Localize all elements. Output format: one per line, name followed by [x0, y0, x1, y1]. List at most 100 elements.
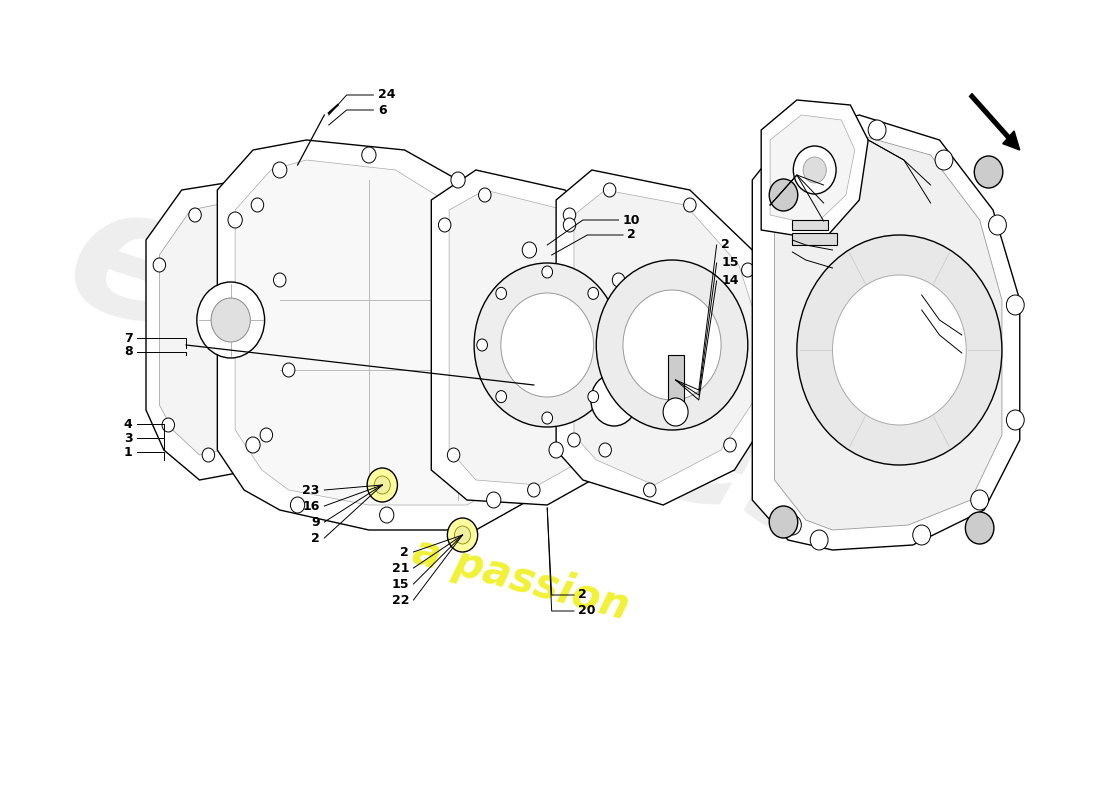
Circle shape: [783, 515, 801, 535]
Circle shape: [211, 298, 251, 342]
Bar: [668, 355, 683, 405]
Circle shape: [591, 374, 637, 426]
FancyArrow shape: [969, 94, 1020, 150]
Circle shape: [989, 215, 1006, 235]
Circle shape: [811, 530, 828, 550]
Circle shape: [558, 312, 572, 328]
Circle shape: [623, 290, 722, 400]
Circle shape: [189, 208, 201, 222]
Circle shape: [542, 412, 552, 424]
Circle shape: [769, 179, 798, 211]
Circle shape: [628, 353, 641, 367]
Circle shape: [1006, 295, 1024, 315]
Circle shape: [374, 476, 390, 494]
Text: 23: 23: [302, 483, 320, 497]
Text: europeS: europeS: [46, 166, 905, 594]
Text: 16: 16: [302, 499, 320, 513]
Circle shape: [273, 162, 287, 178]
Polygon shape: [574, 190, 761, 485]
Circle shape: [448, 448, 460, 462]
Circle shape: [454, 526, 471, 544]
Circle shape: [367, 468, 397, 502]
Circle shape: [796, 235, 1002, 465]
Circle shape: [913, 525, 931, 545]
Circle shape: [476, 339, 487, 351]
Circle shape: [290, 497, 305, 513]
Text: 18: 18: [966, 329, 983, 342]
Circle shape: [759, 343, 772, 357]
Text: 8: 8: [124, 346, 133, 358]
Circle shape: [644, 483, 656, 497]
Text: a passion: a passion: [408, 531, 634, 629]
Text: 2: 2: [579, 589, 587, 602]
Circle shape: [587, 287, 598, 299]
Polygon shape: [431, 170, 646, 505]
Text: 2: 2: [400, 546, 409, 558]
Circle shape: [587, 390, 598, 402]
Polygon shape: [235, 160, 574, 505]
Bar: [792, 233, 837, 245]
Text: 2: 2: [627, 229, 636, 242]
Circle shape: [197, 282, 265, 358]
Circle shape: [568, 433, 580, 447]
Circle shape: [153, 258, 166, 272]
Circle shape: [724, 438, 736, 452]
Circle shape: [935, 150, 953, 170]
Circle shape: [251, 198, 264, 212]
Circle shape: [868, 120, 886, 140]
Polygon shape: [218, 140, 592, 530]
Circle shape: [202, 448, 215, 462]
Text: 5: 5: [935, 178, 944, 191]
Circle shape: [542, 266, 552, 278]
Circle shape: [496, 287, 506, 299]
Circle shape: [833, 275, 966, 425]
Text: 19: 19: [966, 346, 983, 359]
Circle shape: [448, 518, 477, 552]
Circle shape: [528, 483, 540, 497]
Text: 17: 17: [935, 197, 953, 210]
Circle shape: [1006, 410, 1024, 430]
Text: 15: 15: [837, 262, 855, 274]
Text: 15: 15: [392, 578, 409, 590]
Text: 9: 9: [311, 515, 320, 529]
Polygon shape: [761, 100, 868, 240]
Circle shape: [496, 390, 506, 402]
Text: 20: 20: [579, 605, 596, 618]
Text: 4: 4: [124, 418, 133, 430]
Text: 15: 15: [722, 257, 738, 270]
Circle shape: [766, 200, 783, 220]
Bar: [792, 220, 828, 230]
Circle shape: [966, 512, 994, 544]
Text: 21: 21: [392, 562, 409, 574]
Circle shape: [975, 156, 1003, 188]
Text: 12: 12: [828, 197, 846, 210]
Text: 1: 1: [124, 446, 133, 458]
Circle shape: [803, 157, 826, 183]
Circle shape: [563, 208, 575, 222]
Text: 2: 2: [311, 531, 320, 545]
Circle shape: [796, 135, 815, 155]
Circle shape: [162, 418, 175, 432]
Text: 14: 14: [837, 243, 855, 257]
Text: 24: 24: [377, 89, 395, 102]
Polygon shape: [160, 200, 288, 455]
Circle shape: [283, 363, 295, 377]
Polygon shape: [752, 115, 1020, 550]
Circle shape: [604, 183, 616, 197]
Polygon shape: [770, 115, 855, 225]
Circle shape: [613, 273, 625, 287]
Circle shape: [274, 273, 286, 287]
Circle shape: [362, 147, 376, 163]
Circle shape: [522, 242, 537, 258]
Circle shape: [663, 398, 689, 426]
Circle shape: [246, 437, 260, 453]
Polygon shape: [449, 190, 627, 485]
Circle shape: [500, 293, 594, 397]
Circle shape: [683, 198, 696, 212]
Circle shape: [970, 490, 989, 510]
Circle shape: [474, 263, 620, 427]
Circle shape: [451, 172, 465, 188]
Polygon shape: [146, 180, 307, 480]
Circle shape: [769, 506, 798, 538]
Polygon shape: [774, 135, 1002, 530]
